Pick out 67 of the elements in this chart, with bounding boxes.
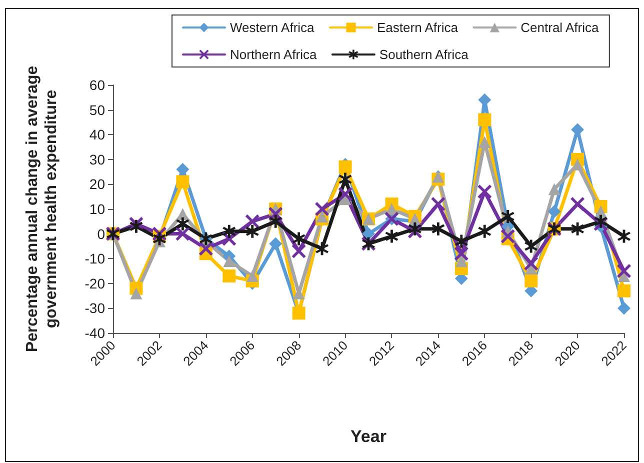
- y-tick-label: 60: [89, 77, 106, 93]
- point: [315, 202, 330, 216]
- point: [176, 175, 190, 188]
- point: [316, 210, 328, 222]
- y-tick-label: 30: [89, 151, 106, 168]
- y-tick-label: -30: [84, 300, 106, 316]
- y-tick-label: -20: [84, 275, 106, 292]
- point: [245, 214, 260, 228]
- point: [269, 237, 282, 250]
- point: [338, 172, 352, 186]
- point: [198, 242, 213, 256]
- point: [478, 113, 492, 126]
- point: [618, 302, 630, 315]
- point: [385, 230, 398, 243]
- y-tick-label: 10: [89, 201, 106, 217]
- y-tick-label: -40: [84, 325, 106, 341]
- y-tick-label: 40: [89, 126, 106, 143]
- point: [548, 183, 560, 196]
- point: [292, 244, 306, 258]
- point: [269, 214, 282, 228]
- point: [617, 264, 631, 278]
- y-axis-title: Percentage annual change in average government health expenditure: [24, 66, 60, 352]
- point: [618, 230, 630, 243]
- legend-label: Southern Africa: [379, 47, 470, 62]
- point: [338, 160, 352, 174]
- point: [408, 222, 422, 236]
- point: [176, 162, 190, 176]
- point: [362, 227, 375, 240]
- y-tick-label: 50: [89, 102, 106, 118]
- point: [222, 224, 236, 238]
- legend-label: Northern Africa: [230, 47, 318, 62]
- point: [454, 246, 468, 261]
- point: [524, 256, 538, 271]
- y-tick-label: 0: [97, 226, 106, 242]
- point: [501, 210, 514, 223]
- point: [316, 242, 329, 256]
- point: [478, 93, 492, 106]
- y-tick-label: -10: [84, 250, 106, 267]
- point: [478, 184, 492, 199]
- point: [223, 255, 236, 268]
- point: [478, 136, 491, 148]
- point: [618, 284, 630, 298]
- point: [431, 197, 446, 212]
- point: [130, 220, 143, 233]
- point: [432, 222, 445, 236]
- point: [222, 269, 236, 282]
- point: [130, 287, 142, 300]
- point: [594, 214, 608, 228]
- point: [176, 217, 190, 230]
- point: [292, 232, 306, 246]
- point: [571, 222, 584, 236]
- legend-label: Central Africa: [520, 20, 600, 35]
- point: [570, 197, 585, 212]
- point: [524, 274, 538, 288]
- point: [500, 229, 515, 244]
- point: [246, 270, 258, 282]
- point: [176, 226, 190, 241]
- point: [246, 224, 259, 238]
- point: [454, 234, 468, 248]
- legend-label: Eastern Africa: [377, 20, 459, 35]
- point: [548, 204, 561, 218]
- x-axis-title: Year: [350, 427, 387, 446]
- point: [524, 240, 538, 253]
- point: [338, 187, 352, 202]
- y-tick-label: 20: [89, 176, 106, 192]
- legend-label: Western Africa: [230, 20, 316, 35]
- point: [478, 224, 492, 238]
